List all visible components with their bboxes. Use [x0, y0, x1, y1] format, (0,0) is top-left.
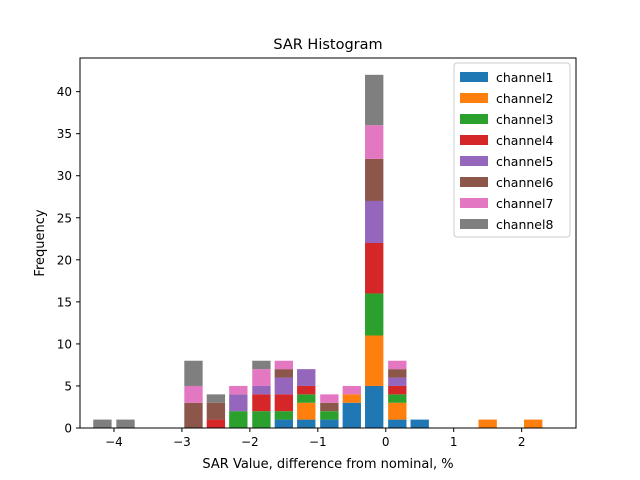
bar-channel6-bin-10	[320, 402, 339, 412]
bar-channel2-bin-12	[365, 335, 384, 386]
bar-channel3-bin-12	[365, 293, 384, 336]
bar-channel7-bin-4	[184, 385, 203, 403]
bar-channel8-bin-0	[93, 419, 112, 428]
bar-channel2-bin-13	[388, 402, 407, 420]
y-tick-label: 20	[57, 253, 72, 267]
legend-swatch-channel7	[460, 198, 488, 208]
bar-channel5-bin-9	[297, 369, 316, 386]
chart-title: SAR Histogram	[273, 37, 382, 53]
bar-channel3-bin-6	[229, 411, 248, 428]
x-tick-label: −1	[309, 435, 327, 449]
x-tick-label: −3	[173, 435, 191, 449]
bar-channel3-bin-13	[388, 394, 407, 403]
bar-channel6-bin-8	[274, 369, 294, 378]
bar-channel4-bin-9	[297, 385, 316, 395]
bar-channel7-bin-8	[274, 360, 294, 370]
bar-channel7-bin-7	[252, 369, 271, 386]
legend-swatch-channel2	[460, 93, 488, 103]
y-tick-label: 40	[57, 85, 72, 99]
bar-channel6-bin-5	[206, 402, 226, 420]
bar-channel6-bin-13	[388, 369, 407, 378]
legend-swatch-channel1	[460, 72, 488, 82]
y-tick-label: 10	[57, 337, 72, 351]
bar-channel1-bin-12	[365, 385, 384, 428]
bar-channel2-bin-17	[478, 419, 497, 428]
y-tick-label: 0	[64, 422, 72, 436]
legend-swatch-channel8	[460, 219, 488, 229]
bar-channel4-bin-13	[388, 385, 407, 395]
legend: channel1 channel2 channel3 channel4 channel5…	[453, 62, 571, 238]
bar-channel1-bin-9	[297, 419, 316, 428]
bar-channel7-bin-6	[229, 385, 248, 395]
bar-channel5-bin-8	[274, 377, 294, 395]
bar-channel5-bin-12	[365, 200, 384, 243]
bar-channel5-bin-6	[229, 394, 248, 412]
bar-channel6-bin-4	[184, 402, 203, 428]
y-tick-label: 30	[57, 169, 72, 183]
x-axis-label: SAR Value, difference from nominal, %	[202, 457, 453, 472]
bar-channel2-bin-19	[524, 419, 543, 428]
bars-group	[93, 74, 543, 428]
bar-channel1-bin-8	[274, 419, 294, 428]
y-tick-label: 5	[64, 379, 72, 393]
bar-channel4-bin-8	[274, 394, 294, 412]
legend-label-channel3: channel3	[496, 112, 553, 127]
bar-channel4-bin-7	[252, 394, 271, 412]
bar-channel8-bin-1	[116, 419, 135, 428]
y-axis-label: Frequency	[33, 209, 48, 276]
bar-channel2-bin-9	[297, 402, 316, 420]
x-tick-label: 1	[450, 435, 458, 449]
bar-channel6-bin-12	[365, 158, 384, 201]
y-tick-label: 25	[57, 211, 72, 225]
x-tick-label: −2	[241, 435, 259, 449]
legend-label-channel7: channel7	[496, 196, 553, 211]
legend-swatch-channel6	[460, 177, 488, 187]
bar-channel3-bin-10	[320, 411, 339, 420]
bar-channel2-bin-11	[342, 394, 361, 403]
bar-channel5-bin-13	[388, 377, 407, 386]
legend-label-channel2: channel2	[496, 91, 553, 106]
legend-label-channel1: channel1	[496, 70, 553, 85]
bar-channel4-bin-12	[365, 243, 384, 294]
bar-channel7-bin-13	[388, 360, 407, 370]
legend-frame	[453, 62, 571, 238]
x-tick-label: 2	[518, 435, 526, 449]
legend-swatch-channel3	[460, 114, 488, 124]
bar-channel7-bin-12	[365, 125, 384, 159]
legend-label-channel6: channel6	[496, 175, 553, 190]
x-tick-label: 0	[382, 435, 390, 449]
bar-channel8-bin-5	[206, 394, 226, 403]
legend-label-channel4: channel4	[496, 133, 553, 148]
legend-swatch-channel5	[460, 156, 488, 166]
y-tick-label: 35	[57, 127, 72, 141]
bar-channel8-bin-4	[184, 360, 203, 386]
x-axis: −4 −3 −2 −1 0 1 2	[105, 428, 525, 449]
bar-channel1-bin-13	[388, 419, 407, 428]
bar-channel5-bin-7	[252, 385, 271, 395]
bar-channel1-bin-10	[320, 419, 339, 428]
bar-channel1-bin-11	[342, 402, 361, 428]
legend-label-channel5: channel5	[496, 154, 553, 169]
y-tick-label: 15	[57, 295, 72, 309]
legend-label-channel8: channel8	[496, 217, 553, 232]
y-axis: 0 5 10 15 20 25 30 35 40	[57, 85, 80, 436]
bar-channel8-bin-12	[365, 74, 384, 126]
legend-swatch-channel4	[460, 135, 488, 145]
plot-frame	[79, 57, 577, 429]
x-tick-label: −4	[105, 435, 123, 449]
bar-channel3-bin-7	[252, 411, 271, 428]
bar-channel7-bin-10	[320, 394, 339, 403]
bar-channel1-bin-14	[410, 419, 429, 428]
bar-channel7-bin-11	[342, 385, 361, 395]
bar-channel8-bin-7	[252, 360, 271, 370]
bar-channel4-bin-5	[206, 419, 226, 428]
bar-channel3-bin-9	[297, 394, 316, 403]
bar-channel3-bin-8	[274, 411, 294, 420]
